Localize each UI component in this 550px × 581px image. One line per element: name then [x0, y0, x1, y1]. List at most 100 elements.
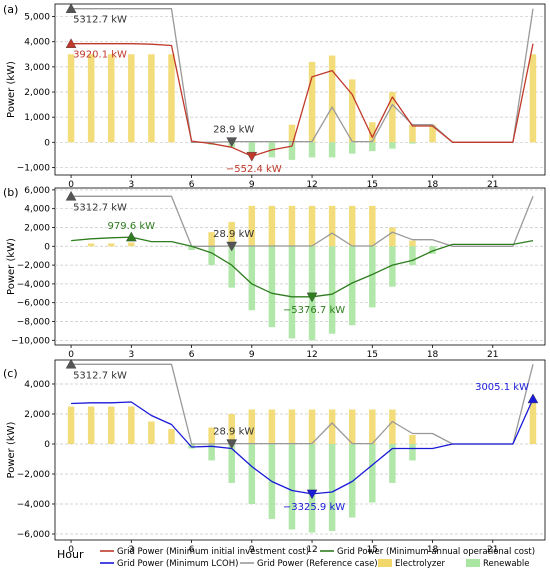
electrolyzer-bar [369, 122, 376, 143]
annotation-marker [226, 439, 238, 449]
electrolyzer-bar [429, 124, 436, 143]
x-tick-label: 12 [306, 545, 317, 555]
x-tick-label: 3 [128, 350, 134, 360]
x-tick-label: 9 [249, 350, 255, 360]
electrolyzer-bar [208, 232, 215, 247]
electrolyzer-bar [87, 406, 95, 444]
renewable-bar [369, 142, 376, 152]
electrolyzer-bar [369, 205, 376, 247]
x-tick-label: 9 [249, 545, 255, 555]
renewable-bar [369, 444, 376, 503]
renewable-bar [288, 444, 296, 530]
renewable-bar [409, 444, 416, 461]
annotation-marker [226, 137, 238, 147]
electrolyzer-bar [128, 242, 135, 247]
electrolyzer-bar [268, 409, 276, 444]
x-tick-label: 21 [487, 350, 498, 360]
electrolyzer-bar [529, 54, 537, 143]
annotation-marker [306, 292, 318, 303]
annotation-marker [226, 241, 238, 252]
annotation-label: 979.6 kW [108, 221, 156, 232]
y-tick-label: 2,000 [24, 88, 50, 98]
electrolyzer-bar [128, 406, 135, 444]
x-tick-label: 9 [249, 180, 255, 190]
annotation-marker [527, 393, 539, 404]
electrolyzer-bar [228, 221, 235, 247]
electrolyzer-bar [87, 243, 95, 247]
x-tick-label: 12 [306, 180, 317, 190]
renewable-bar [409, 246, 416, 266]
electrolyzer-bar [168, 54, 175, 143]
x-tick-label: 21 [487, 180, 498, 190]
panel-1: −1,000 0 1,000 2,000 3,000 4,000 5,000 0 3 6 9 12 15… [3, 3, 546, 190]
x-tick-label: 12 [306, 350, 317, 360]
electrolyzer-bar [168, 429, 175, 444]
electrolyzer-bar [389, 409, 396, 444]
electrolyzer-bar [148, 54, 155, 143]
annotation-label: 3005.1 kW [475, 382, 529, 393]
electrolyzer-bar [288, 205, 296, 247]
y-tick-label: 2,000 [24, 223, 50, 233]
renewable-bar [389, 444, 396, 483]
electrolyzer-bar [268, 205, 276, 247]
renewable-bar [248, 246, 256, 311]
y-tick-label: 1,000 [24, 113, 50, 123]
renewable-bar [389, 142, 396, 149]
x-tick-label: 0 [68, 545, 74, 555]
x-tick-label: 6 [189, 180, 195, 190]
renewable-bar [409, 142, 416, 144]
y-tick-label: −6,000 [17, 530, 51, 540]
legend-label: Renewable [483, 559, 530, 569]
series-line [71, 195, 534, 247]
plot-frame [54, 187, 546, 346]
y-axis-label: Power (kW) [6, 238, 17, 295]
y-axis-label: Power (kW) [6, 61, 17, 118]
y-tick-label: −6,000 [17, 299, 51, 309]
electrolyzer-bar [348, 409, 356, 444]
electrolyzer-bar [107, 54, 115, 143]
renewable-bar [228, 246, 235, 288]
x-tick-label: 15 [367, 180, 378, 190]
renewable-bar [389, 246, 396, 287]
electrolyzer-bar [128, 54, 135, 143]
electrolyzer-bar [409, 124, 416, 143]
x-tick-label: 0 [68, 180, 74, 190]
electrolyzer-bar [328, 55, 336, 143]
electrolyzer-bar [308, 205, 316, 247]
electrolyzer-bar [328, 205, 336, 247]
y-tick-label: 0 [44, 138, 50, 148]
panel-3: −6,000 −4,000 −2,000 0 2,000 4,000 0 3 6 9 12 15 18 2… [3, 358, 546, 555]
renewable-bar [328, 444, 336, 531]
annotation-marker [65, 190, 77, 201]
electrolyzer-bar [389, 92, 396, 143]
annotation-marker [125, 231, 137, 242]
annotation-label: 5312.7 kW [73, 15, 127, 26]
y-tick-label: 5,000 [24, 13, 50, 23]
renewable-bar [429, 246, 436, 254]
annotation-marker [65, 358, 77, 369]
electrolyzer-bar [369, 409, 376, 444]
panel-label: (c) [3, 367, 18, 380]
annotation-label: 28.9 kW [213, 125, 254, 136]
electrolyzer-bar [67, 406, 75, 444]
x-tick-label: 18 [427, 350, 439, 360]
legend-swatch [378, 559, 392, 567]
x-tick-label: 21 [487, 545, 498, 555]
y-tick-label: −10,000 [11, 336, 50, 346]
electrolyzer-bar [409, 435, 416, 444]
electrolyzer-bar [348, 79, 356, 143]
x-tick-label: 18 [427, 180, 439, 190]
plot-frame [54, 3, 546, 176]
plot-frame [54, 359, 546, 541]
electrolyzer-bar [148, 421, 155, 444]
electrolyzer-bar [348, 205, 356, 247]
x-tick-label: 3 [128, 545, 134, 555]
electrolyzer-bar [409, 240, 416, 247]
annotation-label: 5312.7 kW [73, 370, 127, 381]
annotation-label: −3325.9 kW [283, 502, 345, 513]
electrolyzer-bar [67, 54, 75, 143]
legend-label: Grid Power (Minimum annual operational c… [337, 547, 535, 557]
renewable-bar [328, 142, 336, 158]
